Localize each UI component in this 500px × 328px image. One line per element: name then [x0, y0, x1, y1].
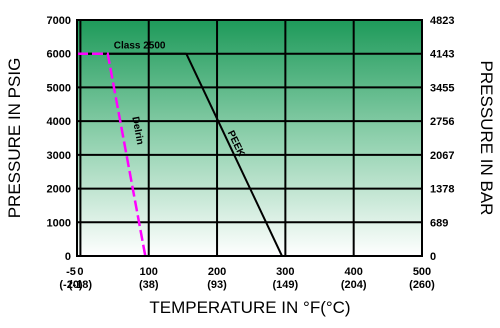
x-tick-label: 300	[276, 266, 294, 278]
y-tick-label-left: 7000	[47, 15, 71, 27]
x-tick-label: 500	[413, 266, 431, 278]
y-tick-label-right: 1378	[430, 184, 454, 196]
x-tick-label-celsius: (38)	[139, 279, 159, 291]
y-tick-label-right: 689	[430, 217, 448, 229]
x-tick-label-celsius: (260)	[409, 279, 435, 291]
x-tick-label-celsius: (204)	[341, 279, 367, 291]
y-tick-label-left: 1000	[47, 217, 71, 229]
tick-labels: 0100020003000400050006000700006891378206…	[47, 15, 455, 291]
y-axis-right-title: PRESSURE IN BAR	[477, 61, 496, 216]
series-line-delrin	[77, 52, 147, 257]
y-tick-label-right: 4823	[430, 15, 454, 27]
x-tick-label-celsius: (-18)	[69, 279, 93, 291]
x-tick-label-celsius: (-20)	[59, 279, 83, 291]
series-line-peek	[185, 53, 283, 257]
series-label-delrin: Delrin	[129, 116, 145, 146]
series	[77, 52, 283, 257]
y-tick-label-left: 4000	[47, 116, 71, 128]
y-tick-label-left: 2000	[47, 184, 71, 196]
x-tick-label-celsius: (93)	[207, 279, 227, 291]
grid	[76, 19, 423, 257]
x-tick-label: 200	[208, 266, 226, 278]
x-tick-label: 400	[345, 266, 363, 278]
y-tick-label-right: 2756	[430, 116, 454, 128]
y-tick-label-right: 3455	[430, 82, 454, 94]
plot-area	[77, 20, 422, 256]
x-tick-label-celsius: (149)	[273, 279, 299, 291]
y-tick-label-right: 4143	[430, 49, 454, 61]
x-tick-label: 0	[77, 266, 83, 278]
plot-border	[76, 19, 423, 257]
y-tick-label-right: 2067	[430, 150, 454, 162]
y-tick-label-left: 5000	[47, 82, 71, 94]
series-label-class-2500: Class 2500	[114, 41, 166, 52]
x-tick-label: -5	[66, 266, 76, 278]
y-tick-label-left: 6000	[47, 49, 71, 61]
y-tick-label-left: 0	[65, 251, 71, 263]
y-axis-left-title: PRESSURE IN PSIG	[5, 58, 24, 219]
y-tick-label-left: 3000	[47, 150, 71, 162]
y-tick-label-right: 0	[430, 251, 436, 263]
x-axis-title: TEMPERATURE IN °F(°C)	[149, 298, 350, 317]
x-tick-label: 100	[140, 266, 158, 278]
